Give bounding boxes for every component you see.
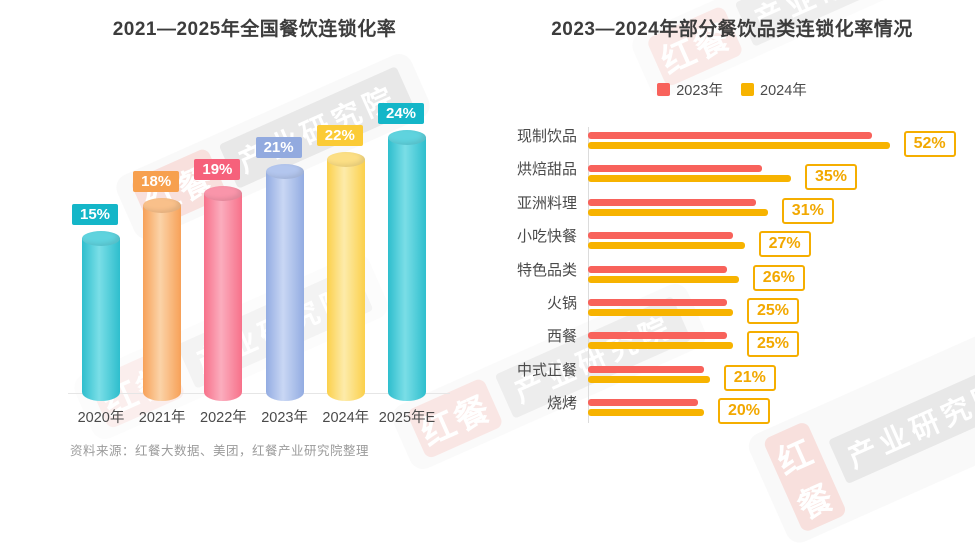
cylinder-bar	[326, 152, 365, 401]
cylinder-cap	[388, 130, 426, 145]
x-axis-label: 2021年	[138, 410, 186, 426]
bar-2023	[588, 265, 728, 273]
source-note: 资料来源：红餐大数据、美团，红餐产业研究院整理	[70, 444, 370, 458]
cylinder-cap	[82, 231, 120, 246]
category-label: 亚洲料理	[516, 194, 577, 212]
right-chart-panel: 2023—2024年部分餐饮品类连锁化率情况 2023年 2024年 现制饮品 5…	[489, 0, 975, 469]
bar-2023	[588, 232, 733, 240]
bar-value-badge: 19%	[194, 159, 241, 180]
value-label-box: 21%	[723, 364, 776, 391]
cylinder-cap	[265, 164, 304, 179]
right-chart-title: 2023—2024年部分餐饮品类连锁化率情况	[551, 19, 913, 40]
cylinder-body	[143, 205, 182, 401]
x-axis-label: 2020年	[77, 410, 125, 426]
legend-item-2024: 2024年	[741, 79, 807, 100]
bar-2024	[588, 208, 768, 216]
bar-2023	[588, 332, 728, 340]
bar-2024	[588, 175, 791, 183]
cylinder-body	[265, 171, 304, 401]
category-label: 现制饮品	[516, 128, 577, 145]
category-label: 特色品类	[516, 261, 577, 279]
left-chart-title: 2021—2025年全国餐饮连锁化率	[112, 19, 397, 40]
value-label-box: 25%	[747, 297, 800, 324]
x-axis-label: 2023年	[261, 410, 308, 426]
bar-2024	[588, 342, 733, 350]
bar-value-badge: 21%	[255, 137, 302, 158]
left-chart-panel: 2021—2025年全国餐饮连锁化率 15% 2020年 18% 2021年 19% 20…	[0, 0, 489, 469]
cylinder-bar	[388, 130, 426, 401]
x-axis-label: 2022年	[200, 410, 247, 426]
category-row: 小吃快餐 27%	[489, 224, 969, 258]
bar-2023	[588, 298, 728, 306]
category-label: 中式正餐	[516, 361, 577, 379]
y-axis-line	[588, 127, 589, 423]
bar-value-badge: 22%	[316, 125, 363, 146]
left-chart-plot: 15% 2020年 18% 2021年 19% 2022年 21% 2023年 22% 2024年…	[0, 0, 489, 469]
x-axis-line	[68, 393, 450, 394]
category-row: 特色品类 26%	[489, 258, 969, 291]
category-label: 烘焙甜品	[516, 161, 577, 179]
cylinder-bar	[265, 164, 304, 401]
bar-2024	[588, 142, 890, 149]
x-axis-label: 2024年	[322, 410, 370, 426]
bar-value-badge: 24%	[378, 103, 424, 124]
category-row: 亚洲料理 31%	[489, 191, 969, 224]
bar-2023	[588, 198, 757, 206]
category-row: 火锅 25%	[489, 291, 969, 324]
bar-value-badge: 18%	[133, 171, 180, 192]
value-label-box: 35%	[805, 164, 858, 191]
value-label-box: 31%	[781, 197, 834, 224]
bar-value-badge: 15%	[72, 204, 118, 225]
cylinder-bar	[82, 231, 120, 401]
bar-2023	[588, 365, 704, 373]
cylinder-body	[326, 159, 365, 401]
legend: 2023年 2024年	[489, 79, 975, 100]
category-row: 西餐 25%	[489, 324, 969, 358]
bar-2023	[588, 399, 699, 407]
bar-2024	[588, 375, 710, 383]
cylinder-body	[204, 193, 243, 401]
category-label: 西餐	[546, 328, 577, 346]
category-row: 烧烤 20%	[489, 391, 969, 425]
legend-label-2023: 2023年	[676, 83, 723, 99]
cylinder-bar	[143, 198, 182, 401]
category-row: 现制饮品 52%	[489, 124, 969, 157]
value-label-box: 20%	[718, 398, 771, 425]
cylinder-body	[82, 238, 120, 401]
legend-item-2023: 2023年	[657, 79, 723, 100]
bar-2024	[588, 275, 739, 283]
legend-swatch-2023	[657, 83, 671, 96]
bar-2024	[588, 308, 733, 316]
bar-2023	[588, 165, 762, 173]
cylinder-bar	[204, 186, 243, 401]
category-label: 火锅	[546, 294, 577, 312]
value-label-box: 26%	[752, 264, 805, 291]
category-row: 烘焙甜品 35%	[489, 157, 969, 191]
value-label-box: 27%	[758, 231, 811, 258]
bar-2023	[588, 132, 873, 139]
bar-2024	[588, 409, 704, 417]
category-label: 小吃快餐	[516, 228, 577, 246]
bar-2024	[588, 242, 745, 250]
category-label: 烧烤	[546, 395, 577, 413]
value-label-box: 25%	[747, 331, 800, 358]
cylinder-body	[388, 137, 426, 401]
right-chart-rows: 现制饮品 52% 烘焙甜品 35% 亚洲料理 31% 小吃快餐 27% 特色品类 26% 火锅 25%…	[489, 124, 969, 425]
cylinder-cap	[143, 198, 182, 213]
value-label-box: 52%	[903, 131, 956, 157]
cylinder-cap	[204, 186, 243, 201]
legend-swatch-2024	[741, 83, 754, 96]
legend-label-2024: 2024年	[760, 83, 807, 99]
category-row: 中式正餐 21%	[489, 358, 969, 391]
x-axis-label: 2025年E	[378, 410, 436, 426]
cylinder-cap	[326, 152, 365, 167]
